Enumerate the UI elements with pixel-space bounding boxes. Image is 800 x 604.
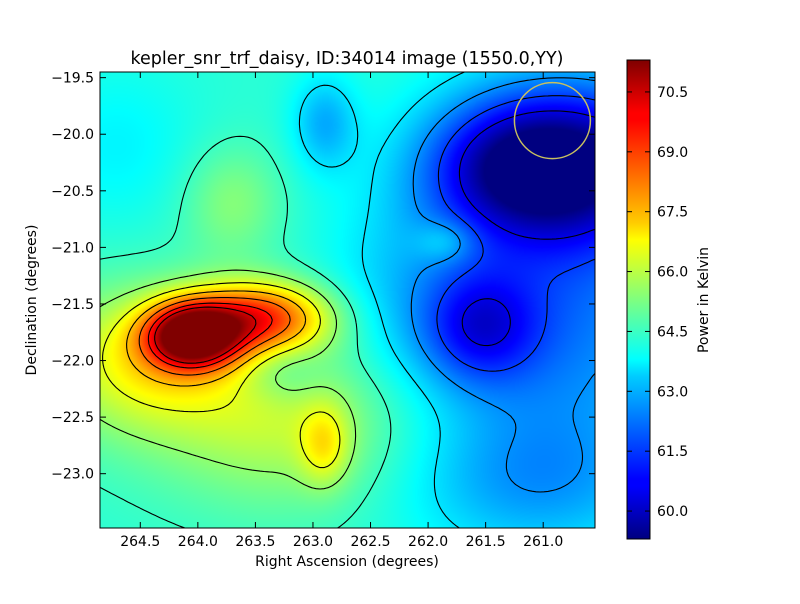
colorbar-tick-label: 67.5 bbox=[657, 205, 688, 221]
x-tick-label: 264.0 bbox=[178, 534, 218, 550]
plot-frame bbox=[99, 71, 596, 529]
y-tick-label: −22.0 bbox=[51, 354, 94, 370]
x-tick-label: 261.0 bbox=[523, 534, 563, 550]
contour-line bbox=[138, 297, 291, 376]
colorbar-ticks: 60.0 61.5 63.0 64.5 66.0 67.5 69.0 70.5 bbox=[627, 85, 688, 520]
chart-title: kepler_snr_trf_daisy, ID:34014 image (15… bbox=[130, 49, 563, 69]
colorbar bbox=[626, 59, 651, 540]
colorbar-tick-label: 61.5 bbox=[657, 444, 688, 460]
contour-line bbox=[154, 306, 257, 364]
plot-area bbox=[100, 72, 595, 528]
y-tick-label: −20.5 bbox=[51, 184, 94, 200]
x-tick-label: 264.5 bbox=[120, 534, 160, 550]
x-axis-label: Right Ascension (degrees) bbox=[255, 554, 439, 570]
colorbar-tick-label: 63.0 bbox=[657, 384, 688, 400]
x-tick-label: 263.0 bbox=[293, 534, 333, 550]
contour-line bbox=[100, 269, 357, 490]
contour-line bbox=[298, 72, 465, 528]
colorbar-label: Power in Kelvin bbox=[696, 247, 712, 353]
x-tick-label: 261.5 bbox=[466, 534, 506, 550]
x-tick-label: 263.5 bbox=[235, 534, 275, 550]
y-axis-ticks: −19.5 −20.0 −20.5 −21.0 −21.5 −22.0 −22.5 −23.0 bbox=[51, 71, 595, 483]
y-tick-label: −19.5 bbox=[51, 71, 94, 87]
y-tick-label: −20.0 bbox=[51, 127, 94, 143]
contour-lines bbox=[100, 72, 595, 528]
x-tick-label: 262.5 bbox=[350, 534, 390, 550]
contour-line bbox=[126, 290, 307, 387]
y-tick-label: −23.0 bbox=[51, 467, 94, 483]
colorbar-tick-label: 66.0 bbox=[657, 265, 688, 281]
contour-line bbox=[410, 77, 595, 493]
y-tick-label: −21.5 bbox=[51, 297, 94, 313]
colorbar-tick-label: 70.5 bbox=[657, 85, 688, 101]
y-axis-label: Declination (degrees) bbox=[24, 225, 40, 376]
y-tick-label: −21.0 bbox=[51, 240, 94, 256]
y-tick-label: −22.5 bbox=[51, 410, 94, 426]
x-axis-ticks: 264.5 264.0 263.5 263.0 262.5 262.0 261.5 261.0 bbox=[120, 72, 563, 550]
colorbar-tick-label: 69.0 bbox=[657, 145, 688, 161]
contour-line bbox=[458, 110, 595, 347]
contour-line bbox=[102, 282, 341, 469]
contour-line bbox=[100, 135, 392, 528]
contour-line bbox=[147, 302, 273, 369]
colorbar-tick-label: 64.5 bbox=[657, 324, 688, 340]
x-tick-label: 262.0 bbox=[408, 534, 448, 550]
colorbar-tick-label: 60.0 bbox=[657, 504, 688, 520]
contour-line bbox=[436, 95, 595, 372]
beam-circle bbox=[513, 81, 592, 160]
